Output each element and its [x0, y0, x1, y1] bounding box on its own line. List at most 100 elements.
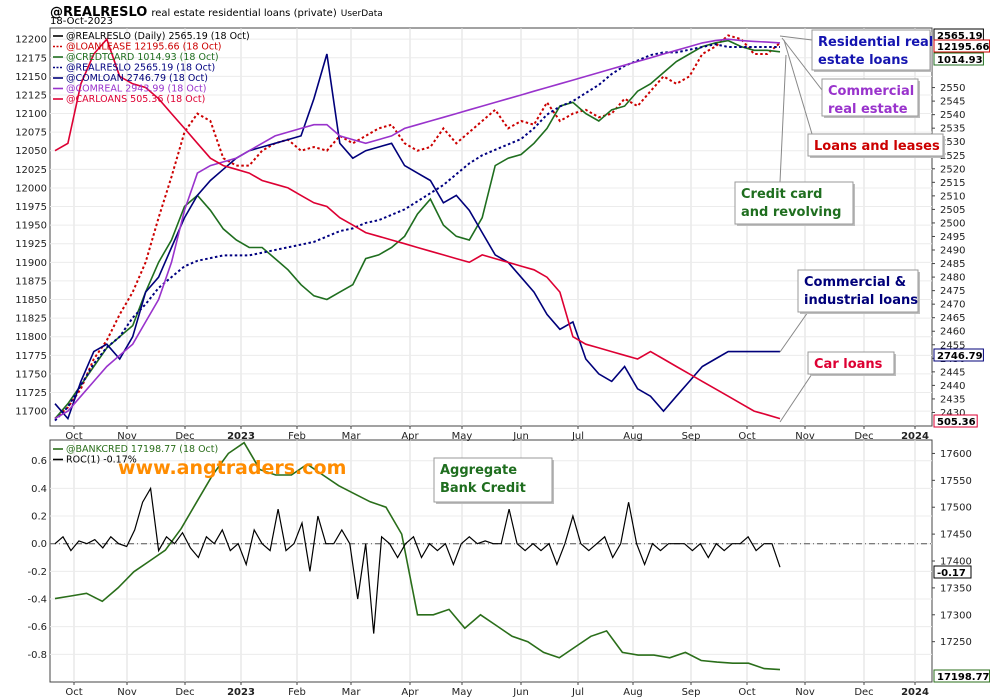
badge-roc: -0.17 [937, 568, 966, 579]
badge-carloans: 505.36 [937, 417, 976, 428]
lower-right-tick-label: 17550 [940, 476, 972, 487]
series-line-realreslo [54, 43, 780, 422]
lower-month-label: Jul [571, 687, 584, 698]
lower-month-label: Aug [623, 687, 643, 698]
annotation-box [734, 181, 854, 225]
upper-month-label: Oct [65, 431, 82, 442]
upper-right-tick-label: 2465 [940, 313, 965, 324]
upper-left-tick-label: 11750 [15, 369, 47, 380]
badge-carloans-box [933, 414, 978, 428]
upper-month-label: 2024 [901, 431, 929, 442]
watermark-text: www.angtraders.com [118, 457, 346, 479]
upper-right-tick-label: 2500 [940, 218, 965, 229]
upper-right-tick-label: 2495 [940, 232, 965, 243]
lower-month-label: 2024 [901, 687, 929, 698]
upper-right-tick-label: 2535 [940, 124, 965, 135]
badge-realreslo: 2565.19 [937, 31, 983, 42]
annotation-label-commercial_re: Commercial [828, 84, 914, 99]
upper-right-tick-label: 2445 [940, 367, 965, 378]
lower-month-label: Sep [682, 687, 701, 698]
annotation-box [433, 457, 553, 503]
badge-comloan-box [933, 348, 984, 362]
annotation-label-residential: Residential real [818, 35, 933, 50]
lower-month-label: May [452, 687, 473, 698]
upper-right-tick-label: 2510 [940, 191, 965, 202]
upper-left-tick-label: 12200 [15, 35, 47, 46]
upper-left-tick-label: 11900 [15, 258, 47, 269]
annotation-label-residential: estate loans [818, 53, 909, 68]
data-source: UserData [340, 9, 383, 19]
upper-month-label: Dec [175, 431, 194, 442]
lower-left-tick-label: 0.0 [31, 539, 47, 550]
lower-right-tick-label: 17500 [940, 503, 972, 514]
upper-month-label: 2023 [227, 431, 255, 442]
upper-right-tick-label: 2460 [940, 327, 965, 338]
annotation-label-credit_card: Credit card [741, 187, 822, 202]
lower-right-tick-label: 17250 [940, 637, 972, 648]
upper-right-tick-label: 2545 [940, 97, 965, 108]
lower-left-tick-label: 0.4 [31, 484, 47, 495]
upper-right-tick-label: 2480 [940, 273, 965, 284]
lower-month-label: Oct [738, 687, 755, 698]
upper-left-tick-label: 12075 [15, 128, 47, 139]
upper-legend-entry: @CARLOANS 505.36 (18 Oct) [66, 94, 205, 105]
upper-right-tick-label: 2530 [940, 137, 965, 148]
lower-month-label: Apr [401, 687, 419, 698]
lower-month-label: Jun [512, 687, 529, 698]
upper-left-tick-label: 12150 [15, 72, 47, 83]
upper-month-label: Sep [682, 431, 701, 442]
badge-comloan: 2746.79 [937, 351, 983, 362]
upper-legend-entry: @LOANLEASE 12195.66 (18 Oct) [66, 42, 222, 53]
series-line-loanlease [54, 34, 781, 420]
lower-month-label: 2023 [227, 687, 255, 698]
lower-left-tick-label: 0.6 [31, 456, 47, 467]
annotation-label-aggregate: Bank Credit [440, 481, 526, 496]
lower-month-label: Dec [854, 687, 873, 698]
upper-left-tick-label: 12050 [15, 146, 47, 157]
upper-left-tick-label: 12000 [15, 183, 47, 194]
upper-series-group [54, 34, 781, 422]
lower-right-tick-label: 17350 [940, 583, 972, 594]
upper-right-tick-label: 2490 [940, 246, 965, 257]
upper-month-label: Jul [571, 431, 584, 442]
lower-right-tick-label: 17300 [940, 610, 972, 621]
annotation-pointer [779, 373, 820, 423]
upper-left-tick-label: 11825 [15, 314, 47, 325]
upper-right-tick-label: 2515 [940, 178, 965, 189]
upper-left-tick-label: 11925 [15, 239, 47, 250]
annotation-box [811, 29, 931, 71]
badge-creditcard: 1014.93 [937, 55, 983, 66]
annotation-box [797, 269, 919, 313]
annotation-box [821, 78, 919, 117]
upper-left-tick-label: 12125 [15, 90, 47, 101]
lower-left-tick-label: -0.2 [27, 567, 47, 578]
series-line-comreal [54, 38, 781, 420]
upper-legend-entry: @CREDTCARD 1014.93 (18 Oct) [66, 52, 219, 63]
upper-left-tick-label: 12100 [15, 109, 47, 120]
upper-right-tick-label: 2455 [940, 340, 965, 351]
upper-right-tick-label: 2540 [940, 110, 965, 121]
annotation-label-commercial_re: real estate [828, 102, 908, 117]
upper-right-tick-label: 2435 [940, 394, 965, 405]
annotation-label-aggregate: Aggregate [440, 463, 517, 478]
upper-left-tick-label: 11725 [15, 388, 47, 399]
annotation-box [807, 351, 895, 375]
lower-month-label: Oct [65, 687, 82, 698]
upper-left-tick-label: 11775 [15, 351, 47, 362]
lower-month-label: Nov [795, 687, 815, 698]
lower-legend-entry: @BANKCRED 17198.77 (18 Oct) [66, 444, 218, 455]
upper-legend-entry: @REALRESLO 2565.19 (18 Oct) [66, 63, 215, 74]
lower-left-tick-label: -0.8 [27, 650, 47, 661]
upper-month-label: Mar [342, 431, 362, 442]
badge-loanlease: 12195.66 [937, 42, 990, 53]
upper-month-label: Jun [512, 431, 529, 442]
upper-right-tick-label: 2550 [940, 83, 965, 94]
symbol-description: real estate residential loans (private) [151, 8, 337, 19]
upper-left-tick-label: 11850 [15, 295, 47, 306]
badge-creditcard-box [933, 52, 984, 66]
lower-left-tick-label: -0.6 [27, 622, 47, 633]
upper-month-label: Dec [854, 431, 873, 442]
upper-left-tick-label: 11950 [15, 221, 47, 232]
upper-month-label: Feb [288, 431, 306, 442]
